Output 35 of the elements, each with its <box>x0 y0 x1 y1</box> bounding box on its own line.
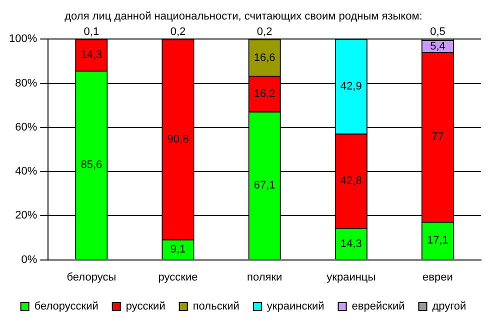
data-label: 67,1 <box>254 180 276 192</box>
legend-label: еврейский <box>352 300 405 313</box>
legend-label: другой <box>432 300 466 313</box>
legend-label: украинский <box>266 300 324 313</box>
data-label: 85,6 <box>80 159 102 172</box>
x-tick-label: белорусы <box>66 271 116 284</box>
data-label: 0,2 <box>170 26 186 38</box>
y-tick-label: 100% <box>8 33 38 46</box>
y-tick-label: 60% <box>15 121 38 134</box>
data-label: 42,9 <box>340 80 362 93</box>
data-label: 16,6 <box>254 52 276 64</box>
y-tick-label: 0% <box>21 254 38 266</box>
data-label: 0,5 <box>430 26 446 38</box>
legend-label: белорусский <box>34 300 98 313</box>
data-label: 0,2 <box>256 26 272 38</box>
data-label: 14,3 <box>80 49 102 62</box>
x-tick-label: русские <box>158 271 198 284</box>
data-label: 9,1 <box>170 244 186 256</box>
x-tick-label: евреи <box>422 271 453 284</box>
data-label: 90,8 <box>167 134 189 146</box>
legend-label: русский <box>126 300 166 313</box>
data-label: 16,2 <box>254 88 276 100</box>
x-tick-label: украинцы <box>326 271 376 284</box>
data-label: 77 <box>432 131 444 144</box>
legend-label: польский <box>192 300 240 313</box>
y-tick-label: 80% <box>15 77 38 90</box>
data-label: 14,3 <box>340 238 362 250</box>
chart-title: доля лиц данной национальности, считающих своим родным языком: <box>64 10 422 23</box>
y-tick-label: 40% <box>15 166 38 178</box>
data-label: 0,1 <box>84 26 100 38</box>
data-label: 42,8 <box>340 175 362 188</box>
x-tick-label: поляки <box>246 271 282 284</box>
data-label: 5,4 <box>430 40 446 52</box>
y-tick-label: 20% <box>15 210 38 222</box>
data-label: 17,1 <box>427 234 448 247</box>
